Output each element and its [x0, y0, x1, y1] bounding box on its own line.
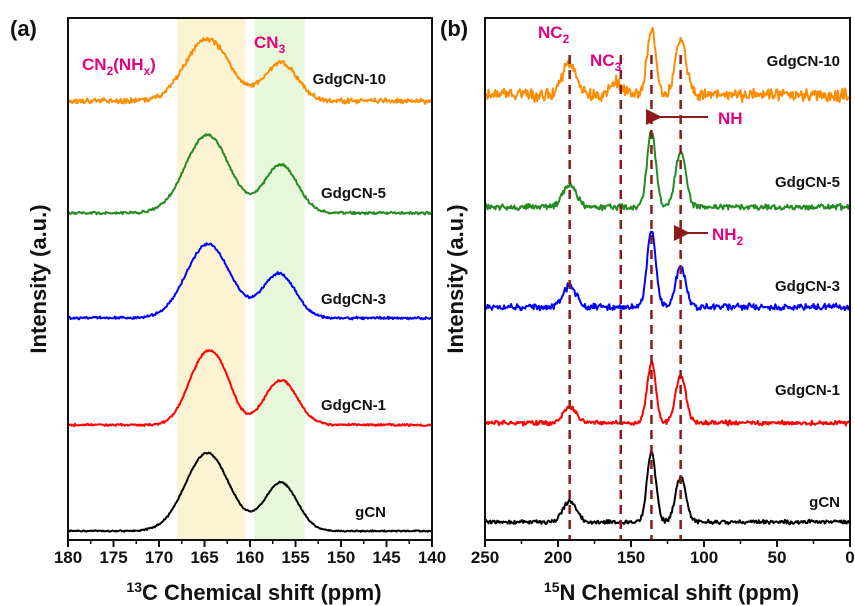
- x-axis-label: 15N Chemical shift (ppm): [544, 579, 799, 605]
- series-line-gdgcn-10: [67, 36, 433, 105]
- x-tick-label: 250: [471, 548, 499, 567]
- series-label: GdgCN-5: [775, 174, 840, 191]
- annotation-cn3: CN3: [254, 33, 286, 56]
- x-tick-label: 165: [190, 548, 218, 567]
- series-line-gdgcn-1: [484, 359, 851, 427]
- series-label: GdgCN-3: [775, 278, 840, 295]
- x-tick-label: 100: [690, 548, 718, 567]
- series-line-gdgcn-10: [484, 26, 851, 103]
- series-line-gdgcn-3: [67, 242, 433, 321]
- series-line-gdgcn-5: [484, 130, 851, 212]
- series-line-gdgcn-1: [67, 349, 433, 428]
- annotation-nc3: NC3: [590, 51, 622, 74]
- x-tick-label: 200: [544, 548, 572, 567]
- annotation-nh: NH: [718, 109, 743, 128]
- x-tick-label: 175: [99, 548, 127, 567]
- series-label: GdgCN-10: [767, 53, 840, 70]
- x-tick-label: 180: [54, 548, 82, 567]
- x-tick-label: 145: [372, 548, 400, 567]
- series-label: GdgCN-5: [321, 185, 386, 202]
- x-tick-label: 140: [418, 548, 446, 567]
- plot-frame: [67, 17, 433, 541]
- panel-label: (b): [440, 16, 468, 41]
- y-axis-label: Intensity (a.u.): [443, 204, 468, 353]
- highlight-band: [254, 18, 305, 540]
- x-tick-label: 160: [236, 548, 264, 567]
- series-label: GdgCN-1: [321, 397, 386, 414]
- highlight-band: [177, 18, 246, 540]
- y-axis-label: Intensity (a.u.): [26, 204, 51, 353]
- x-axis-label: 13C Chemical shift (ppm): [126, 579, 381, 605]
- series-label: gCN: [809, 494, 840, 511]
- annotation-cn2nhx: CN2(NHx): [82, 55, 156, 78]
- series-label: GdgCN-3: [321, 291, 386, 308]
- x-tick-label: 150: [327, 548, 355, 567]
- series-line-gcn: [67, 451, 433, 533]
- series-label: gCN: [355, 504, 386, 521]
- panel-label: (a): [10, 16, 37, 41]
- series-label: GdgCN-10: [313, 71, 386, 88]
- series-line-gdgcn-5: [67, 133, 433, 216]
- x-tick-label: 50: [768, 548, 787, 567]
- x-tick-label: 170: [145, 548, 173, 567]
- series-label: GdgCN-1: [775, 382, 840, 399]
- x-tick-label: 0: [845, 548, 854, 567]
- series-line-gcn: [484, 450, 851, 526]
- panel-a: gCN GdgCN-1 GdgCN-3 GdgCN-5 GdgCN-10 180 175 17…: [10, 16, 446, 605]
- annotation-nc2: NC2: [538, 23, 570, 46]
- x-tick-label: 150: [617, 548, 645, 567]
- x-tick-label: 155: [281, 548, 309, 567]
- annotation-nh2: NH2: [712, 225, 744, 248]
- series-line-gdgcn-3: [484, 230, 851, 312]
- panel-b: gCN GdgCN-1 GdgCN-3 GdgCN-5 GdgCN-10 250 200 15…: [440, 16, 855, 605]
